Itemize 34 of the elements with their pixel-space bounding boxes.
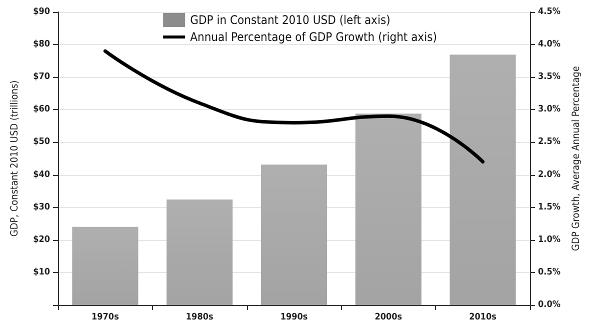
- legend-label: Annual Percentage of GDP Growth (right axis): [190, 30, 437, 44]
- y-tick-label: $50: [33, 137, 50, 148]
- y2-tick-label: 3.0%: [538, 104, 560, 115]
- bar: [450, 54, 516, 305]
- y2-tick-label: 2.0%: [538, 170, 560, 180]
- y-axis-title: GDP, Constant 2010 USD (trillions): [10, 80, 20, 237]
- bar: [72, 226, 138, 305]
- y2-axis-title: GDP Growth, Average Annual Percentage: [570, 66, 582, 251]
- bar: [166, 200, 233, 305]
- x-tick-label: 2000s: [374, 312, 402, 322]
- x-tick-label: 1990s: [280, 312, 308, 322]
- y-tick-label: $40: [33, 170, 50, 180]
- y-tick-label: $80: [33, 40, 50, 50]
- y2-tick-label: 2.5%: [538, 137, 560, 148]
- x-tick-label: 1980s: [186, 312, 214, 322]
- line-series: [103, 49, 485, 164]
- y-tick-label: $70: [33, 72, 50, 82]
- y2-tick-label: 1.0%: [538, 234, 560, 245]
- y-tick-label: $30: [33, 202, 50, 212]
- y-tick-label: $20: [33, 234, 50, 245]
- y2-tick-label: 4.0%: [538, 40, 560, 50]
- y2-tick-label: 0.0%: [538, 300, 560, 310]
- bar: [260, 164, 328, 305]
- bar: [355, 114, 422, 305]
- y-tick-label: $90: [33, 7, 50, 17]
- x-tick-label: 2010s: [469, 312, 497, 322]
- y2-tick-label: 4.5%: [538, 7, 560, 17]
- y-tick-label: $10: [33, 267, 50, 278]
- y2-tick-label: 1.5%: [538, 202, 560, 212]
- x-tick-label: 1970s: [92, 312, 120, 322]
- y2-tick-label: 0.5%: [538, 267, 560, 278]
- legend-label: GDP in Constant 2010 USD (left axis): [190, 13, 390, 27]
- y-tick-label: $60: [33, 104, 50, 115]
- y2-tick-label: 3.5%: [538, 72, 560, 82]
